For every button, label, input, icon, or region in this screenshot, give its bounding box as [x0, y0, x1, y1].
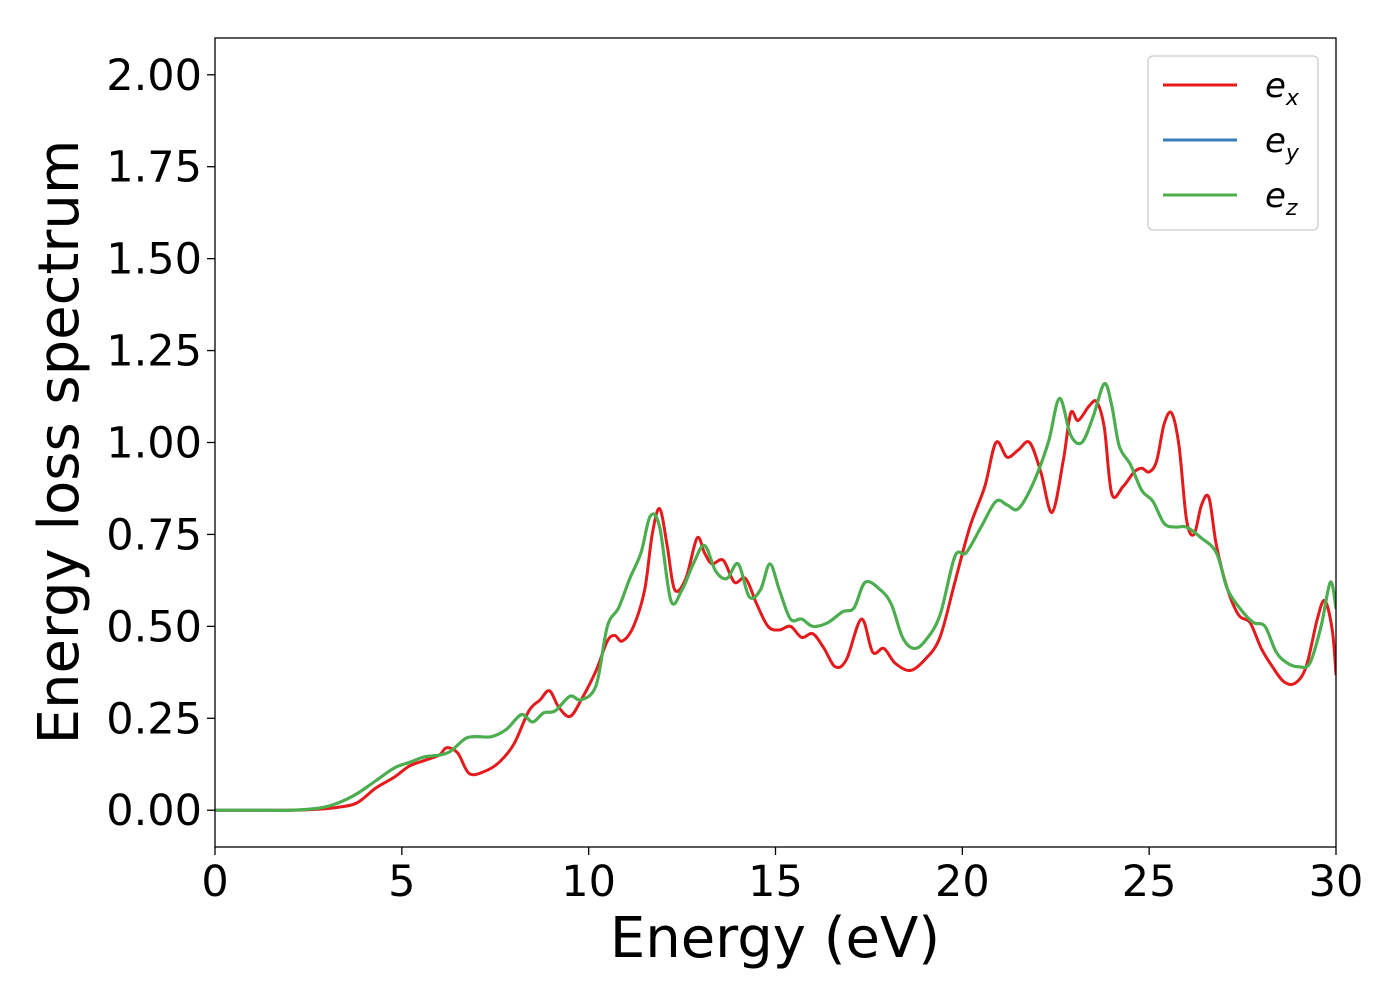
- y-axis-label: Energy loss spectrum: [27, 140, 92, 745]
- x-axis: 0 5 10 15 20 25 30: [201, 847, 1363, 907]
- legend-label-x: ex: [1265, 66, 1300, 111]
- y-tick-label: 1.50: [106, 235, 202, 285]
- y-tick-label: 2.00: [106, 51, 202, 101]
- y-axis: 0.00 0.25 0.50 0.75 1.00 1.25 1.50 1.75 2.00: [106, 51, 215, 836]
- x-axis-label: Energy (eV): [610, 906, 940, 971]
- legend-label-subscript: y: [1285, 141, 1300, 166]
- x-tick-label: 10: [561, 857, 616, 907]
- y-tick-label: 0.25: [106, 694, 202, 744]
- legend-box: [1147, 55, 1319, 231]
- legend-label-subscript: x: [1285, 86, 1300, 111]
- y-tick-label: 0.50: [106, 602, 202, 652]
- legend-label-z: ez: [1265, 176, 1298, 221]
- y-tick-label: 1.00: [106, 419, 202, 469]
- y-tick-label: 1.75: [106, 143, 202, 193]
- x-tick-label: 25: [1122, 857, 1177, 907]
- y-tick-label: 1.25: [106, 327, 202, 377]
- y-tick-label: 0.00: [106, 786, 202, 836]
- series-layer: [215, 382, 1336, 812]
- x-tick-label: 30: [1309, 857, 1364, 907]
- legend-label-subscript: z: [1285, 196, 1298, 221]
- x-tick-label: 5: [388, 857, 415, 907]
- legend-label-base: e: [1265, 121, 1286, 161]
- legend-label-y: ey: [1265, 121, 1300, 166]
- series-line-x: [215, 399, 1336, 812]
- y-tick-label: 0.75: [106, 510, 202, 560]
- x-tick-label: 15: [748, 857, 803, 907]
- series-line-z: [215, 382, 1336, 812]
- x-tick-label: 0: [201, 857, 228, 907]
- legend-label-base: e: [1265, 176, 1286, 216]
- legend-label-base: e: [1265, 66, 1286, 106]
- x-tick-label: 20: [935, 857, 990, 907]
